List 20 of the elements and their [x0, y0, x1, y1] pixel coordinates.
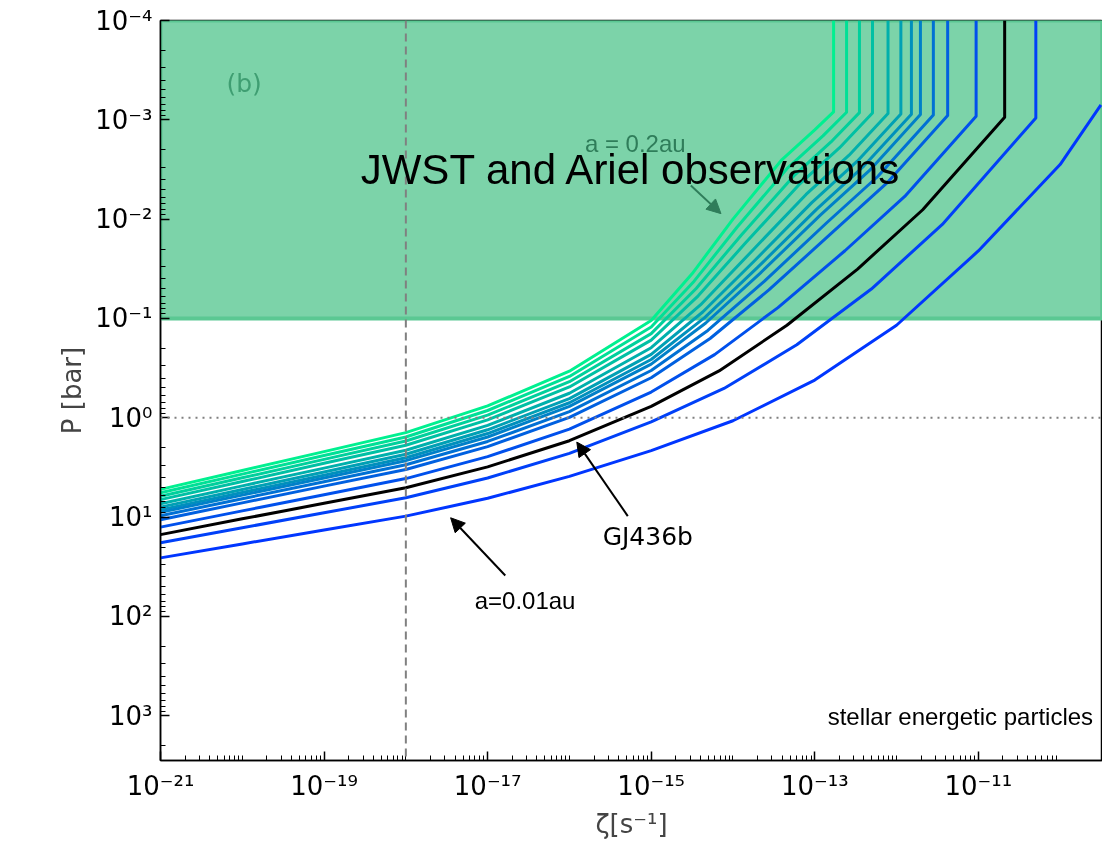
annotation: a=0.01au: [474, 587, 576, 615]
y-tick-label: 10⁻⁴: [95, 5, 153, 36]
annotation: (b): [226, 68, 262, 98]
annotation: stellar energetic particles: [827, 702, 1094, 730]
y-tick-label: 10³: [108, 700, 153, 731]
y-tick-label: 10¹: [108, 502, 153, 533]
annotation: GJ436b: [602, 521, 693, 551]
x-tick-label: 10⁻²¹: [126, 770, 195, 801]
x-tick-label: 10⁻¹⁷: [453, 770, 522, 801]
y-axis-title: P [bar]: [57, 346, 88, 435]
x-tick-label: 10⁻¹⁹: [290, 770, 358, 801]
x-tick-label: 10⁻¹⁵: [617, 770, 686, 801]
y-tick-label: 10⁻²: [95, 204, 153, 235]
x-axis-title: ζ[s⁻¹]: [595, 808, 668, 839]
y-tick-label: 10⁻¹: [95, 303, 153, 334]
y-tick-label: 10²: [108, 601, 153, 632]
x-tick-label: 10⁻¹³: [780, 770, 849, 801]
y-tick-label: 10⁻³: [95, 104, 153, 135]
x-tick-label: 10⁻¹¹: [944, 770, 1013, 801]
y-tick-label: 10⁰: [108, 402, 153, 433]
